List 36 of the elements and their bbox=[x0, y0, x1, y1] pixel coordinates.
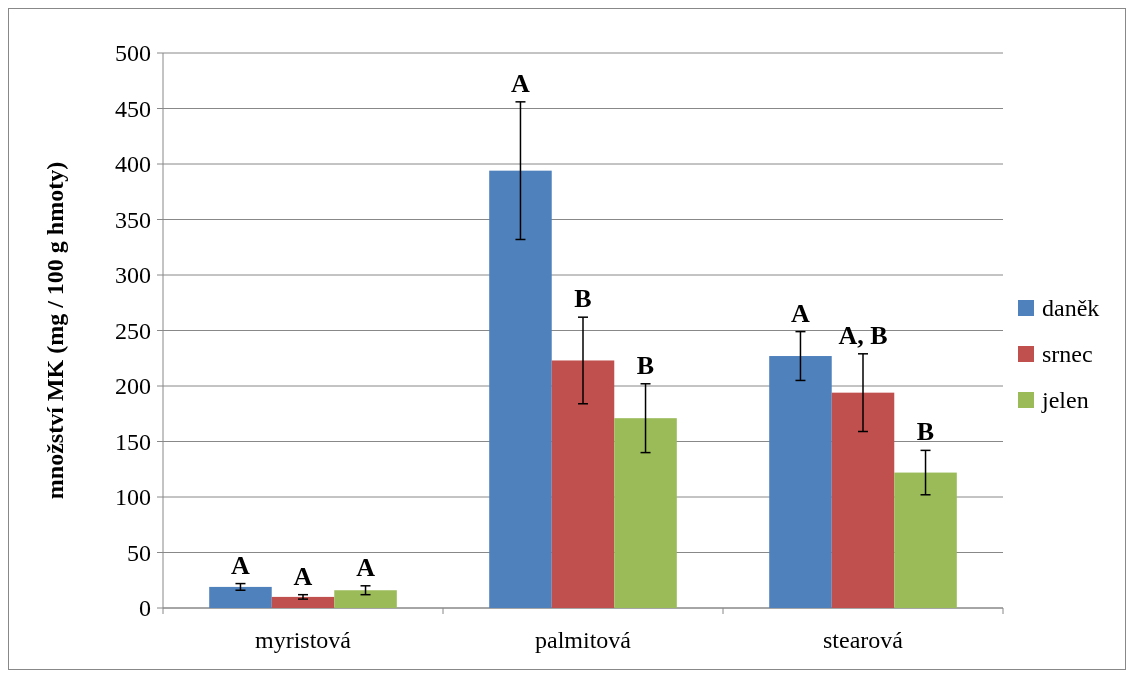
annotation: A bbox=[293, 561, 313, 591]
bar bbox=[209, 586, 272, 608]
y-tick-label: 350 bbox=[115, 206, 151, 233]
bar bbox=[334, 590, 397, 608]
bar bbox=[551, 360, 615, 608]
y-tick-label: 50 bbox=[127, 539, 151, 566]
annotation: A bbox=[231, 550, 251, 580]
y-tick-label: 400 bbox=[115, 151, 151, 178]
y-axis-title: množství MK (mg / 100 g hmoty) bbox=[42, 161, 68, 500]
bar bbox=[831, 392, 895, 608]
y-tick-label: 150 bbox=[115, 428, 151, 455]
y-tick-label: 450 bbox=[115, 95, 151, 122]
annotation: B bbox=[574, 284, 592, 314]
legend-label: jelen bbox=[1041, 387, 1089, 414]
bar bbox=[271, 596, 335, 608]
y-tick-label: 0 bbox=[139, 595, 151, 622]
bar bbox=[489, 170, 552, 608]
annotation: A bbox=[356, 552, 376, 582]
bar bbox=[769, 356, 832, 608]
x-tick-label: stearová bbox=[823, 627, 904, 653]
x-tick-label: myristová bbox=[255, 627, 352, 653]
bar bbox=[614, 418, 677, 608]
bar bbox=[894, 472, 957, 608]
annotation: A bbox=[791, 298, 811, 328]
annotation: A, B bbox=[838, 320, 888, 350]
annotation: A bbox=[511, 68, 531, 98]
x-tick-label: palmitová bbox=[535, 627, 632, 653]
legend-label: srnec bbox=[1042, 341, 1093, 368]
annotation: B bbox=[636, 350, 655, 380]
y-tick-label: 100 bbox=[115, 484, 151, 511]
y-tick-label: 250 bbox=[115, 317, 151, 344]
annotation: B bbox=[916, 417, 935, 447]
y-tick-label: 500 bbox=[115, 40, 151, 67]
y-tick-label: 300 bbox=[115, 262, 151, 289]
legend-label: daněk bbox=[1042, 295, 1100, 322]
y-tick-label: 200 bbox=[115, 373, 151, 400]
